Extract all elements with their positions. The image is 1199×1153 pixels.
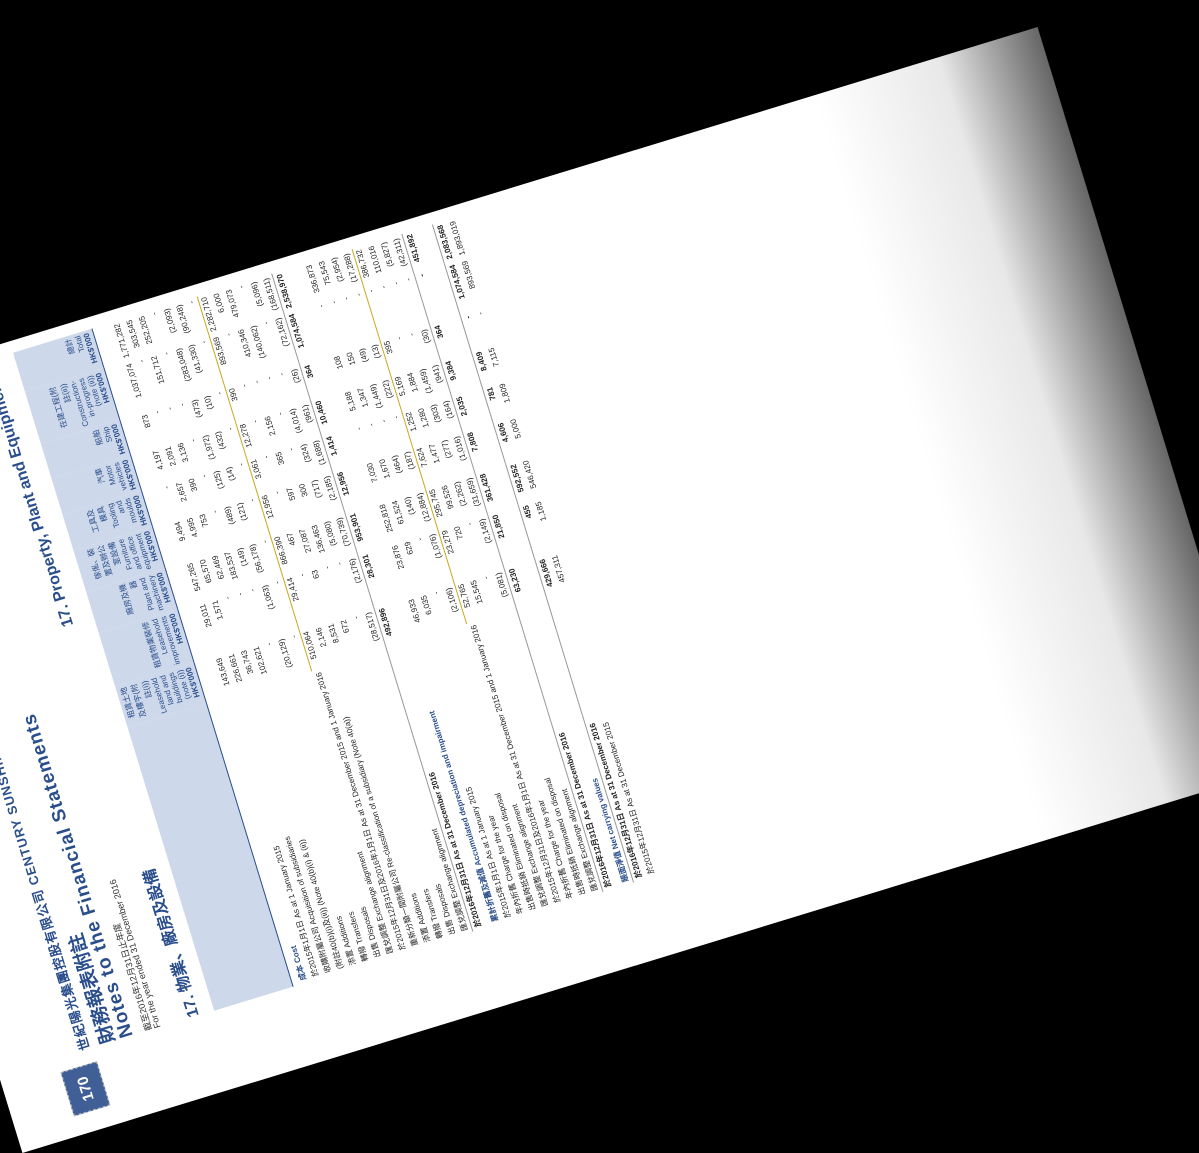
document-page: 170 世紀陽光集團控股有限公司 CENTURY SUNSHINE GROUP … xyxy=(0,26,1199,1153)
page-number-badge: 170 xyxy=(60,1061,111,1117)
rotated-content: 170 世紀陽光集團控股有限公司 CENTURY SUNSHINE GROUP … xyxy=(0,33,1199,1122)
ppe-table: 租賃土地及樓宇(附註(i)) Leasehold land and buildin… xyxy=(12,216,659,1011)
